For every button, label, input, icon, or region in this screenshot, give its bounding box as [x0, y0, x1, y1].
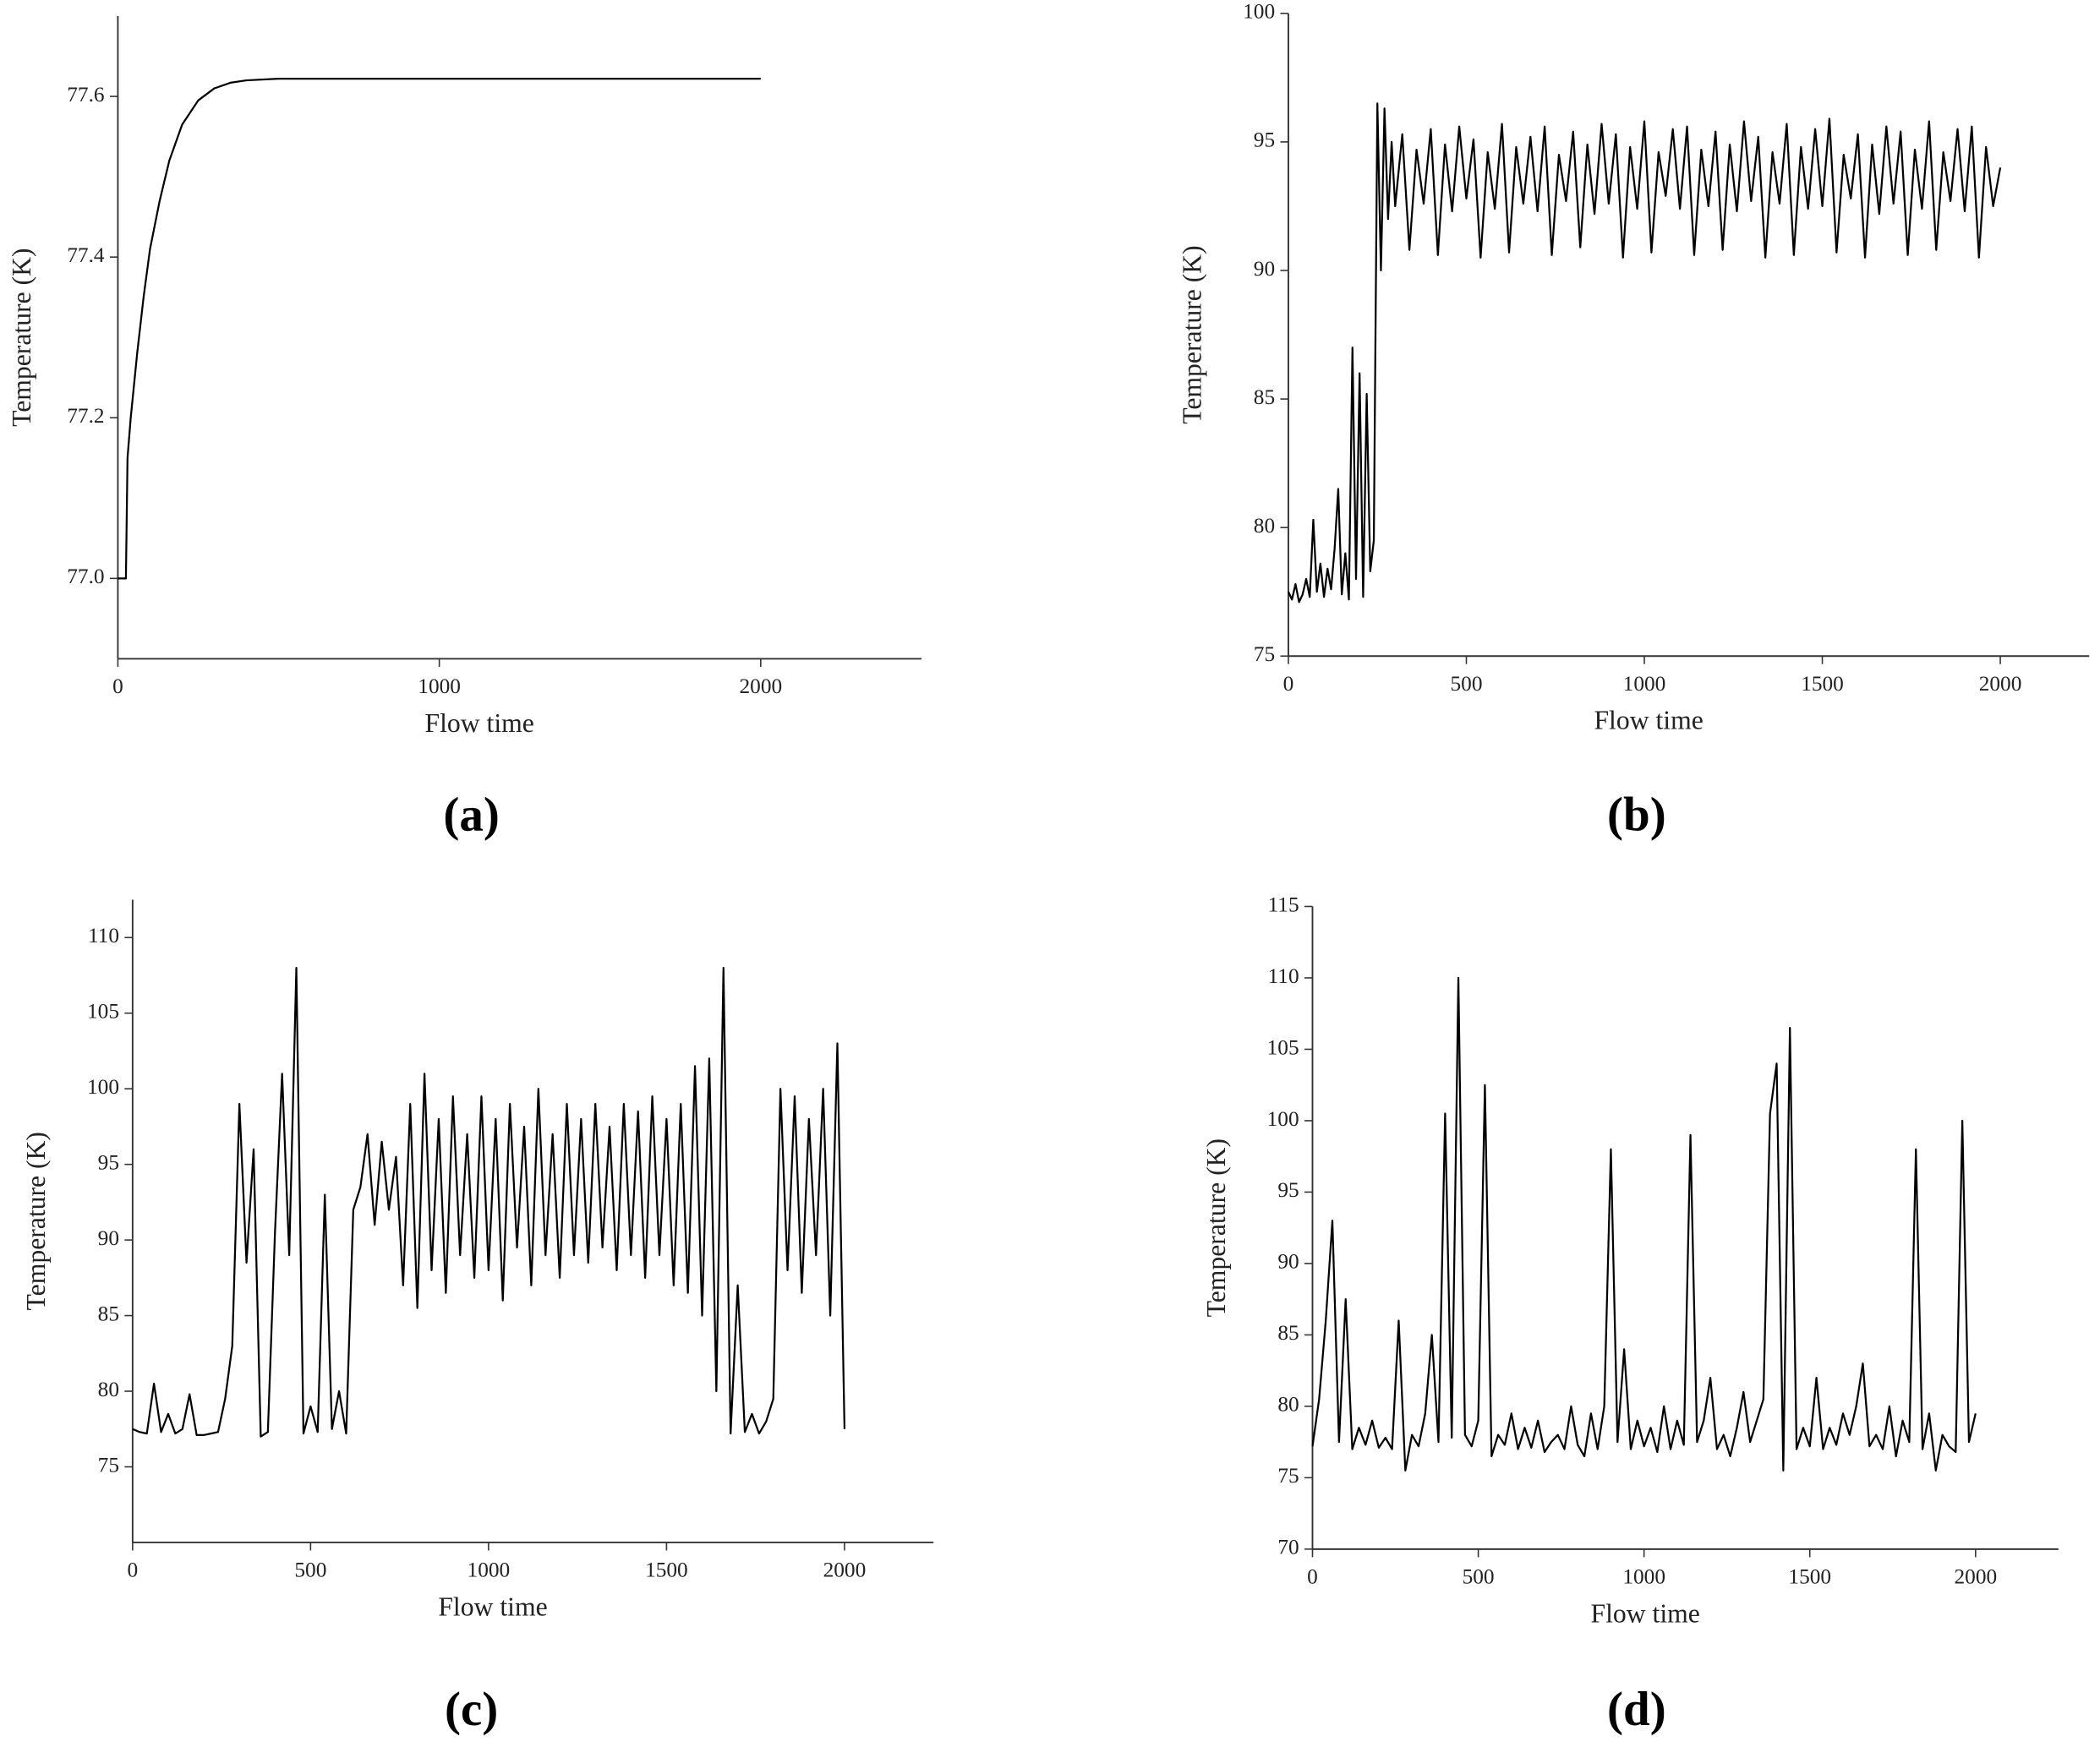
- y-tick-label: 77.4: [67, 243, 105, 267]
- y-tick-label: 95: [1254, 128, 1275, 152]
- x-tick-label: 1500: [1788, 1565, 1831, 1589]
- x-tick-label: 500: [1463, 1565, 1495, 1589]
- y-tick-label: 95: [1277, 1178, 1299, 1202]
- x-tick-label: 2000: [823, 1559, 867, 1582]
- x-tick-label: 0: [1307, 1565, 1318, 1589]
- y-tick-label: 85: [98, 1302, 119, 1325]
- y-axis-title: Temperature (K): [7, 248, 36, 426]
- x-axis-title: Flow time: [1590, 1598, 1699, 1628]
- y-tick-label: 77.0: [67, 565, 104, 588]
- x-tick-label: 1500: [1801, 672, 1844, 696]
- y-tick-label: 80: [1277, 1393, 1299, 1417]
- y-tick-label: 100: [1243, 0, 1275, 24]
- y-tick-label: 110: [1268, 964, 1299, 988]
- data-line: [132, 966, 846, 1438]
- y-tick-label: 105: [87, 1000, 119, 1024]
- y-tick-label: 90: [98, 1226, 119, 1250]
- x-tick-label: 1000: [468, 1559, 511, 1582]
- y-axis-title: Temperature (K): [1177, 245, 1206, 423]
- panel-caption: (b): [1607, 789, 1666, 842]
- y-tick-label: 95: [98, 1150, 119, 1174]
- y-tick-label: 77.6: [67, 83, 104, 106]
- x-axis-title: Flow time: [1594, 706, 1703, 735]
- y-tick-label: 77.2: [67, 404, 104, 428]
- x-tick-label: 500: [1450, 672, 1482, 696]
- data-line: [118, 78, 761, 580]
- y-tick-label: 115: [1268, 893, 1299, 916]
- x-tick-label: 2000: [1979, 672, 2022, 696]
- x-tick-label: 0: [1283, 672, 1294, 696]
- x-tick-label: 1000: [1622, 1565, 1665, 1589]
- data-line: [1287, 102, 2002, 603]
- panel-caption: (a): [443, 789, 499, 842]
- y-tick-label: 85: [1254, 385, 1275, 409]
- x-tick-label: 2000: [739, 674, 782, 698]
- y-tick-label: 75: [98, 1453, 119, 1477]
- y-tick-label: 90: [1277, 1250, 1299, 1274]
- x-tick-label: 0: [128, 1559, 139, 1582]
- x-tick-label: 500: [294, 1559, 326, 1582]
- y-tick-label: 110: [88, 924, 119, 947]
- y-tick-label: 85: [1277, 1321, 1299, 1345]
- panel-caption: (c): [445, 1683, 498, 1736]
- x-tick-label: 0: [112, 674, 123, 698]
- y-tick-label: 105: [1267, 1035, 1299, 1059]
- x-tick-label: 1000: [1623, 672, 1666, 696]
- y-tick-label: 80: [98, 1378, 119, 1401]
- data-line: [1311, 976, 1977, 1472]
- y-tick-label: 75: [1277, 1464, 1299, 1488]
- x-axis-title: Flow time: [438, 1591, 547, 1621]
- y-tick-label: 100: [1267, 1107, 1299, 1131]
- y-axis-title: Temperature (K): [21, 1132, 51, 1310]
- x-tick-label: 1000: [418, 674, 461, 698]
- x-tick-label: 2000: [1955, 1565, 1998, 1589]
- y-tick-label: 80: [1254, 514, 1275, 538]
- x-axis-title: Flow time: [424, 708, 533, 738]
- y-axis-title: Temperature (K): [1201, 1138, 1231, 1317]
- y-tick-label: 75: [1254, 642, 1275, 666]
- y-tick-label: 70: [1277, 1536, 1299, 1559]
- x-tick-label: 1500: [645, 1559, 688, 1582]
- y-tick-label: 90: [1254, 257, 1275, 281]
- panel-caption: (d): [1607, 1683, 1666, 1736]
- y-tick-label: 100: [87, 1075, 119, 1099]
